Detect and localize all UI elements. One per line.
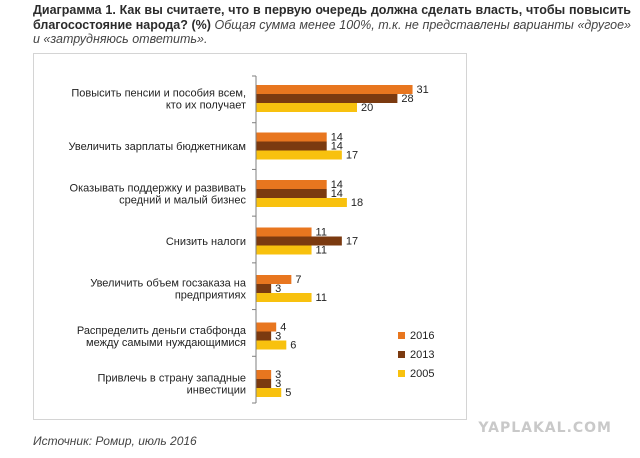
data-label: 17 [346,149,358,161]
bar-2005 [256,340,287,350]
data-label: 11 [316,292,327,304]
data-label: 4 [280,321,286,333]
data-label: 11 [316,244,327,256]
data-label: 3 [275,378,281,390]
data-label: 20 [361,102,373,114]
bar-2005 [256,388,282,397]
bar-2005 [256,198,347,207]
bar-2016 [256,85,413,94]
data-label: 3 [275,283,281,295]
category-label: кто их получает [166,100,246,112]
category-label: Оказывать поддержку и развивать [70,183,247,195]
bar-2013 [256,94,398,103]
chart-title-lead: Диаграмма 1. Как вы считаете, что в перв… [33,3,631,32]
bar-2013 [256,189,327,198]
bar-2016 [256,180,327,189]
bar-2016 [256,132,327,142]
category-label: Привлечь в страну западные [97,373,246,385]
data-label: 3 [275,369,281,381]
data-label: 18 [351,197,363,209]
category-label: Повысить пенсии и пособия всем, [71,88,246,100]
bar-2013 [256,284,272,293]
chart-title-note: Общая сумма менее 100%, т.к. не представ… [33,17,631,47]
data-label: 31 [417,84,429,96]
data-label: 5 [285,387,291,399]
legend-swatch-2016 [398,332,405,339]
legend-label-2016: 2016 [410,330,434,342]
category-label: Снизить налоги [166,236,246,248]
chart-panel: Повысить пенсии и пособия всем, кто их по… [33,53,467,420]
legend-swatch-2005 [398,370,405,377]
category-label: средний и малый бизнес [119,195,246,207]
data-label: 3 [275,330,281,342]
bar-2016 [256,275,292,284]
category-label: Распределить деньги стабфонда [77,325,247,337]
bar-2005 [256,150,342,160]
category-label: Увеличить объем госзаказа на [90,278,247,290]
data-label: 11 [316,226,327,238]
bar-2013 [256,236,342,246]
bar-2013 [256,141,327,151]
bar-2013 [256,331,272,341]
source-note: Источник: Ромир, июль 2016 [33,434,197,448]
data-label: 7 [295,274,301,286]
legend-swatch-2013 [398,351,405,358]
category-label: предприятиях [175,290,247,302]
data-label: 6 [290,339,296,351]
data-label: 14 [331,131,343,143]
data-label: 14 [331,179,343,191]
bar-chart: Повысить пенсии и пособия всем,кто их по… [69,75,434,404]
bar-2005 [256,245,312,255]
chart-title: Диаграмма 1. Как вы считаете, что в перв… [33,3,631,47]
legend-label-2005: 2005 [410,368,434,380]
data-label: 17 [346,235,358,247]
category-label: инвестиции [187,385,246,397]
bar-2016 [256,370,272,379]
bar-2016 [256,322,277,332]
watermark: YAPLAKAL.COM [478,420,612,436]
data-label: 28 [401,93,413,105]
bar-2005 [256,293,312,302]
category-label: между самыми нуждающимися [86,337,246,349]
category-label: Увеличить зарплаты бюджетникам [69,141,246,153]
bar-2016 [256,227,312,237]
legend-label-2013: 2013 [410,349,434,361]
data-label: 14 [331,188,343,200]
data-label: 14 [331,140,343,152]
bar-2005 [256,103,357,112]
bar-2013 [256,379,272,388]
